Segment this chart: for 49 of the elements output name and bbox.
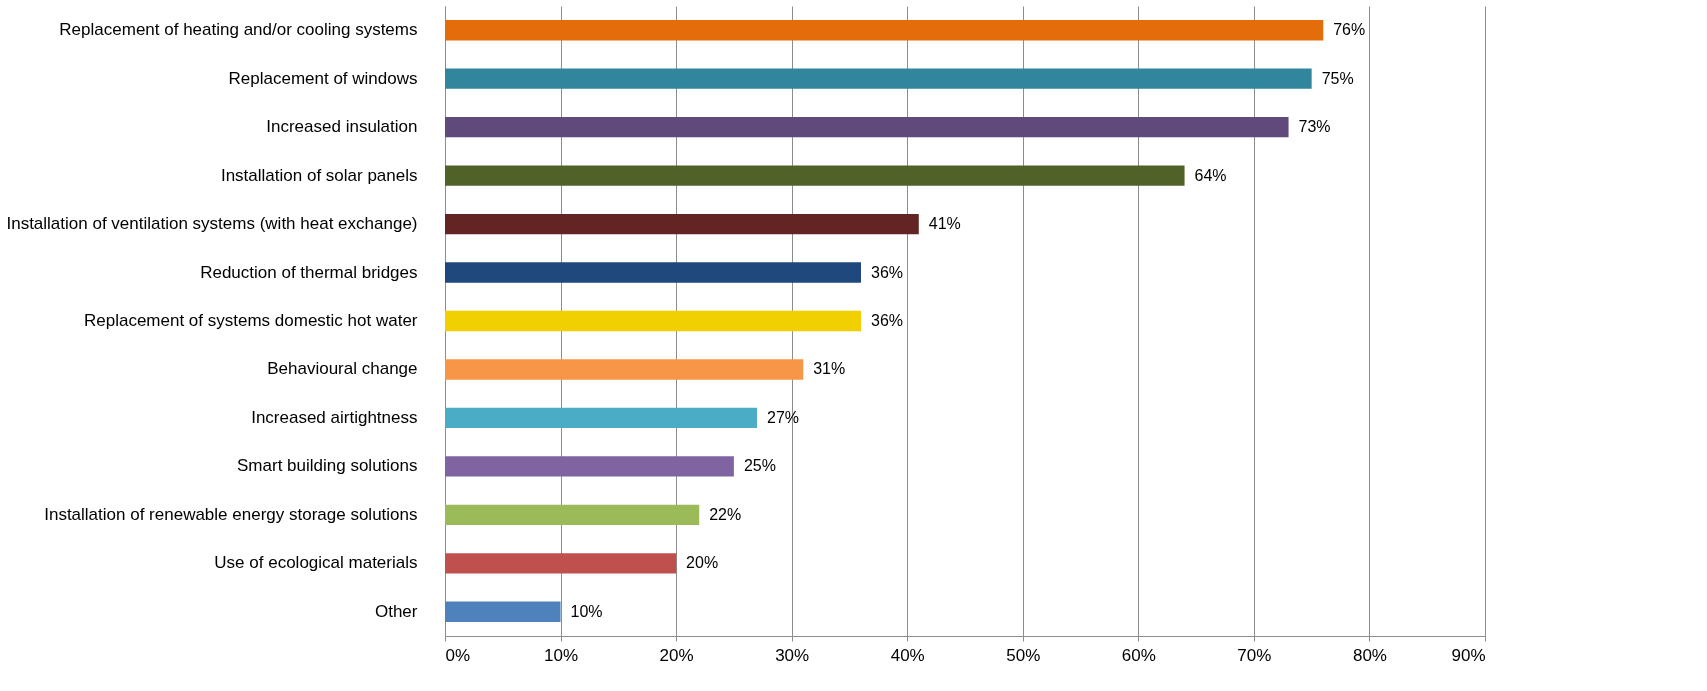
data-label: 22% (709, 505, 742, 523)
x-tick-label: 40% (890, 645, 925, 665)
y-tick-label: Increased airtightness (251, 407, 418, 427)
x-tick-label: 50% (1006, 645, 1041, 665)
data-label: 76% (1333, 21, 1366, 39)
bar (445, 116, 1289, 138)
bar (445, 601, 561, 622)
x-tick-label: 70% (1237, 645, 1272, 665)
y-tick-label: Other (374, 601, 418, 621)
data-label: 10% (570, 602, 603, 620)
bar (445, 68, 1312, 89)
x-tick-label: 90% (1451, 645, 1486, 665)
data-label: 36% (871, 312, 904, 329)
x-tick-label: 60% (1121, 645, 1156, 665)
bar (445, 20, 1324, 41)
data-label: 31% (813, 360, 846, 378)
x-tick-label: 0% (445, 645, 471, 665)
data-label: 41% (928, 215, 961, 233)
y-tick-label: Use of ecological materials (214, 553, 418, 573)
bar (445, 407, 757, 429)
y-tick-label: Replacement of systems domestic hot water (83, 311, 418, 330)
bar (445, 504, 700, 526)
y-tick-label: Installation of solar panels (220, 165, 418, 185)
data-label: 20% (686, 554, 719, 572)
bar (445, 262, 861, 283)
y-tick-label: Behavioural change (267, 359, 418, 379)
bar (445, 310, 861, 332)
y-tick-label: Smart building solutions (237, 456, 418, 476)
bar (445, 553, 677, 574)
x-tick-label: 10% (544, 645, 579, 665)
data-label: 36% (871, 263, 904, 281)
data-label: 25% (743, 457, 776, 475)
x-tick-label: 80% (1352, 645, 1387, 665)
y-tick-label: Increased insulation (266, 117, 418, 137)
data-label: 73% (1298, 118, 1331, 136)
bar (445, 456, 734, 477)
y-tick-label: Replacement of windows (228, 68, 418, 88)
y-tick-label: Installation of renewable energy storage solutions (44, 504, 418, 524)
data-label: 27% (767, 408, 800, 426)
bar (445, 359, 804, 380)
bar (445, 165, 1185, 186)
y-tick-label: Reduction of thermal bridges (200, 262, 418, 282)
y-tick-label: Replacement of heating and/or cooling systems (59, 20, 418, 40)
x-tick-label: 30% (775, 645, 810, 665)
data-label: 75% (1321, 69, 1354, 87)
x-tick-label: 20% (659, 645, 694, 665)
bar (445, 213, 919, 235)
y-tick-label: Installation of ventilation systems (with heat exchange) (6, 214, 418, 234)
data-label: 64% (1194, 166, 1227, 184)
